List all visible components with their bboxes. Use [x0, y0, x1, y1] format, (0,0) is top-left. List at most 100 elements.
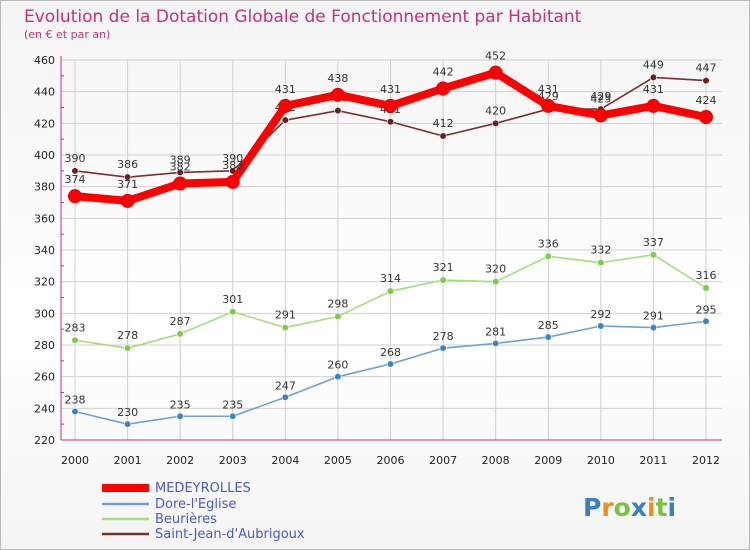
- data-point: [492, 339, 500, 348]
- data-label: 235: [222, 398, 243, 411]
- data-label: 420: [485, 104, 506, 117]
- data-label: 452: [485, 50, 506, 63]
- data-point: [229, 308, 237, 316]
- data-label: 268: [380, 346, 401, 359]
- data-label: 291: [643, 310, 664, 323]
- data-point: [646, 98, 661, 113]
- data-point: [334, 312, 342, 321]
- data-label: 412: [433, 117, 454, 130]
- y-tick-label: 460: [34, 54, 55, 67]
- y-tick-label: 400: [34, 149, 55, 162]
- data-point: [702, 76, 710, 85]
- data-point: [176, 330, 184, 338]
- data-point: [123, 344, 132, 352]
- x-tick-label: 2003: [219, 454, 247, 467]
- data-point: [334, 107, 342, 115]
- data-point: [593, 108, 608, 123]
- data-label: 442: [433, 66, 454, 79]
- legend-entry: MEDEYROLLES: [155, 481, 251, 496]
- data-label: 424: [696, 94, 717, 107]
- data-label: 247: [275, 379, 296, 392]
- data-point: [699, 110, 713, 124]
- data-label: 295: [696, 303, 717, 316]
- data-point: [544, 252, 552, 260]
- data-label: 336: [538, 237, 559, 250]
- plot-area: 220 240 260 280 300 320 340 360 380 400 420 440 460 2…: [34, 50, 722, 467]
- proxiti-logo: Proxiti: [583, 493, 676, 522]
- data-point: [386, 360, 395, 368]
- data-label: 425: [590, 92, 611, 105]
- data-label: 278: [433, 330, 454, 343]
- data-point: [330, 87, 345, 102]
- series-beuri-res: 283 278 287 301 291 298 314 321 320 336 332 337 316: [65, 236, 717, 352]
- data-label: 438: [327, 72, 348, 85]
- data-point: [71, 407, 79, 416]
- data-label: 238: [65, 394, 86, 407]
- data-point: [597, 322, 605, 330]
- x-tick-label: 2009: [534, 454, 562, 467]
- data-point: [71, 167, 79, 175]
- data-point: [386, 118, 395, 126]
- data-label: 332: [590, 244, 611, 257]
- data-label: 371: [117, 178, 138, 191]
- data-point: [702, 284, 710, 292]
- data-point: [439, 276, 447, 284]
- data-point: [492, 119, 500, 127]
- data-label: 260: [327, 359, 348, 372]
- data-point: [544, 333, 552, 341]
- data-label: 314: [380, 272, 401, 285]
- data-point: [439, 344, 447, 352]
- y-tick-label: 240: [34, 402, 55, 415]
- data-point: [176, 412, 184, 420]
- y-tick-label: 360: [34, 212, 55, 225]
- x-tick-label: 2007: [429, 454, 457, 467]
- x-tick-label: 2005: [324, 454, 352, 467]
- data-label: 291: [275, 309, 296, 322]
- y-tick-label: 300: [34, 307, 55, 320]
- data-label: 287: [170, 315, 191, 328]
- data-label: 292: [590, 308, 611, 321]
- y-tick-label: 320: [34, 276, 55, 289]
- data-label: 429: [590, 90, 611, 103]
- data-label: 301: [222, 293, 243, 306]
- x-tick-label: 2000: [61, 454, 89, 467]
- y-tick-label: 280: [34, 339, 55, 352]
- data-point: [120, 193, 135, 208]
- data-point: [702, 317, 710, 325]
- data-point: [597, 259, 605, 267]
- data-label: 283: [65, 321, 86, 334]
- y-tick-label: 420: [34, 117, 55, 130]
- y-tick-label: 380: [34, 181, 55, 194]
- legend-entry: Beurières: [155, 512, 217, 527]
- data-point: [68, 189, 82, 204]
- data-point: [488, 65, 503, 80]
- x-tick-label: 2011: [639, 454, 667, 467]
- data-label: 374: [65, 173, 86, 186]
- legend: MEDEYROLLESDore-l'EgliseBeurièresSaint-J…: [102, 481, 305, 542]
- chart-title: Evolution de la Dotation Globale de Fonc…: [24, 7, 582, 27]
- x-tick-label: 2008: [482, 454, 510, 467]
- x-tick-label: 2002: [166, 454, 194, 467]
- data-point: [281, 323, 289, 332]
- data-point: [281, 393, 289, 401]
- x-tick-label: 2012: [692, 454, 720, 467]
- data-label: 321: [433, 261, 454, 274]
- y-tick-label: 260: [34, 371, 55, 384]
- legend-entry: Saint-Jean-d'Aubrigoux: [155, 527, 305, 542]
- data-label: 390: [222, 152, 243, 165]
- x-tick-label: 2001: [114, 454, 142, 467]
- data-point: [436, 81, 451, 96]
- data-point: [123, 420, 132, 428]
- data-label: 285: [538, 319, 559, 332]
- data-point: [281, 116, 289, 124]
- data-label: 281: [485, 325, 506, 338]
- data-point: [386, 287, 395, 295]
- data-label: 431: [275, 83, 296, 96]
- data-point: [649, 323, 658, 332]
- data-label: 278: [117, 329, 138, 342]
- data-point: [492, 278, 500, 286]
- series-medeyrolles: 374 371 382 383 431 438 431 442 452 431 425 431 424: [65, 50, 717, 208]
- data-label: 386: [117, 158, 138, 171]
- data-point: [383, 98, 398, 113]
